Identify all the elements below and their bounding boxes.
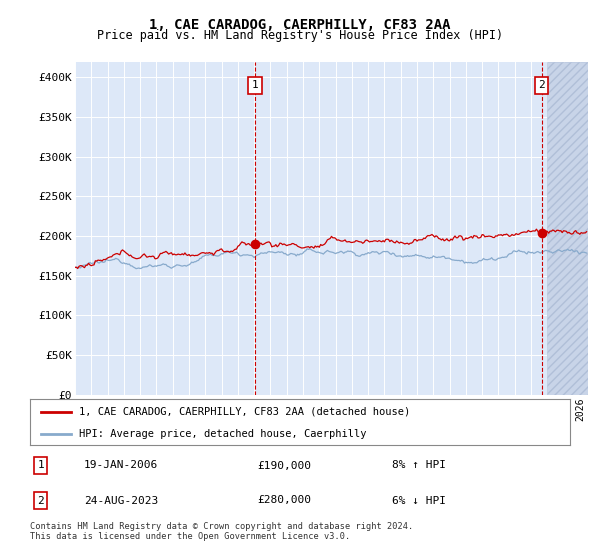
Text: 1, CAE CARADOG, CAERPHILLY, CF83 2AA (detached house): 1, CAE CARADOG, CAERPHILLY, CF83 2AA (de… bbox=[79, 407, 410, 417]
Text: 8% ↑ HPI: 8% ↑ HPI bbox=[392, 460, 446, 470]
Text: £190,000: £190,000 bbox=[257, 460, 311, 470]
Text: 6% ↓ HPI: 6% ↓ HPI bbox=[392, 496, 446, 506]
Text: Contains HM Land Registry data © Crown copyright and database right 2024.
This d: Contains HM Land Registry data © Crown c… bbox=[30, 522, 413, 542]
Text: Price paid vs. HM Land Registry's House Price Index (HPI): Price paid vs. HM Land Registry's House … bbox=[97, 29, 503, 42]
Text: 1: 1 bbox=[251, 81, 259, 90]
Text: 24-AUG-2023: 24-AUG-2023 bbox=[84, 496, 158, 506]
Text: HPI: Average price, detached house, Caerphilly: HPI: Average price, detached house, Caer… bbox=[79, 429, 366, 438]
Text: 2: 2 bbox=[538, 81, 545, 90]
Text: 2: 2 bbox=[37, 496, 44, 506]
Text: 1: 1 bbox=[37, 460, 44, 470]
Text: £280,000: £280,000 bbox=[257, 496, 311, 506]
Text: 19-JAN-2006: 19-JAN-2006 bbox=[84, 460, 158, 470]
Text: 1, CAE CARADOG, CAERPHILLY, CF83 2AA: 1, CAE CARADOG, CAERPHILLY, CF83 2AA bbox=[149, 18, 451, 32]
Bar bbox=[547, 62, 588, 395]
